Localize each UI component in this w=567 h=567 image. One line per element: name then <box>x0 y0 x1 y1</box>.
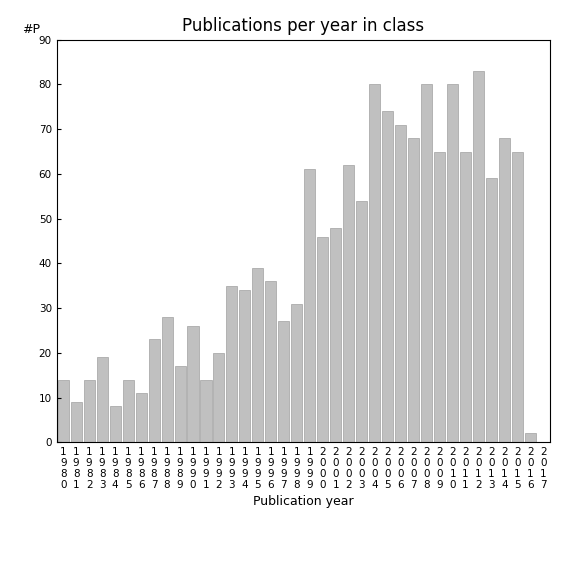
Bar <box>356 201 367 442</box>
Bar <box>486 179 497 442</box>
Bar <box>525 433 536 442</box>
Bar <box>201 380 211 442</box>
Bar <box>434 151 445 442</box>
Bar <box>278 321 289 442</box>
Bar <box>84 380 95 442</box>
Bar <box>213 353 225 442</box>
Bar <box>447 84 458 442</box>
Title: Publications per year in class: Publications per year in class <box>182 18 425 35</box>
Bar <box>499 138 510 442</box>
Bar <box>343 165 354 442</box>
Bar <box>239 290 251 442</box>
Bar <box>460 151 471 442</box>
Text: #P: #P <box>22 23 40 36</box>
Bar <box>149 340 159 442</box>
Bar <box>331 227 341 442</box>
Bar <box>109 407 121 442</box>
Bar <box>512 151 523 442</box>
X-axis label: Publication year: Publication year <box>253 495 354 508</box>
Bar <box>252 268 264 442</box>
Bar <box>175 366 185 442</box>
Bar <box>395 125 406 442</box>
Bar <box>291 303 302 442</box>
Bar <box>382 111 393 442</box>
Bar <box>162 317 172 442</box>
Bar <box>369 84 380 442</box>
Bar <box>188 326 198 442</box>
Bar <box>408 138 419 442</box>
Bar <box>136 393 147 442</box>
Bar <box>473 71 484 442</box>
Bar <box>265 281 276 442</box>
Bar <box>122 380 134 442</box>
Bar <box>71 402 82 442</box>
Bar <box>304 170 315 442</box>
Bar <box>58 380 69 442</box>
Bar <box>226 286 238 442</box>
Bar <box>421 84 432 442</box>
Bar <box>318 236 328 442</box>
Bar <box>96 357 108 442</box>
